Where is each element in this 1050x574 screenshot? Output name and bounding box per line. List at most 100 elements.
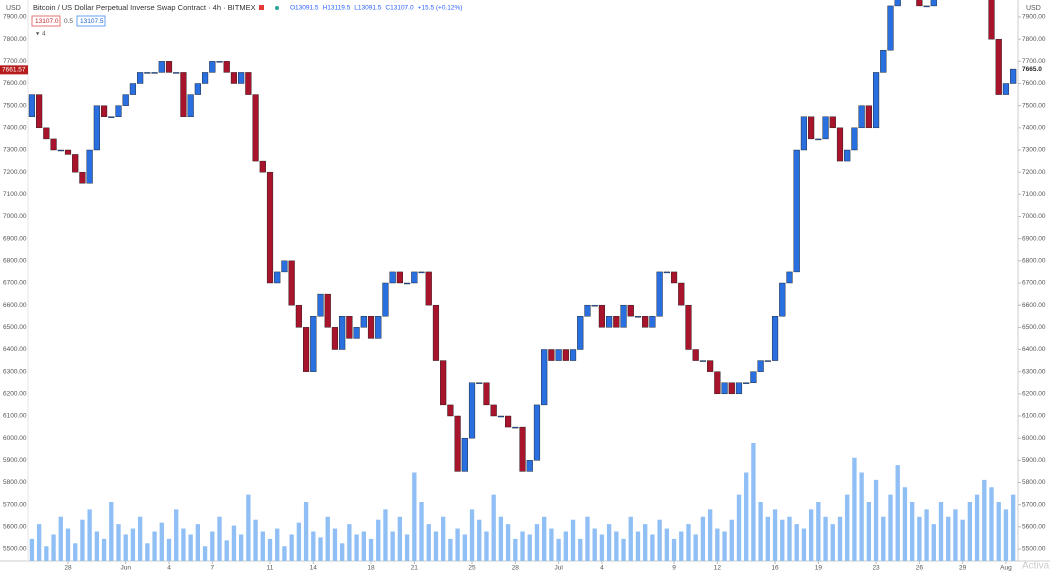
candle xyxy=(72,154,79,173)
candle xyxy=(324,293,331,328)
volume-bar xyxy=(909,502,915,561)
candle xyxy=(483,382,490,406)
candle xyxy=(230,72,238,84)
candle xyxy=(144,72,151,74)
candle xyxy=(57,149,64,152)
y-tick-label-right: 7400.00 xyxy=(1022,125,1046,132)
candle xyxy=(389,271,396,284)
y-tick-label-right: 6600.00 xyxy=(1022,302,1046,309)
y-tick-label-right: 7300.00 xyxy=(1022,147,1046,154)
candle xyxy=(606,316,613,328)
indicator-toggle[interactable]: ▾ xyxy=(36,31,40,38)
volume-bar xyxy=(938,502,944,561)
y-tick-label-left: 6400.00 xyxy=(3,346,27,353)
volume-bar xyxy=(361,531,366,561)
candle xyxy=(678,282,685,306)
y-tick-label-left: 7100.00 xyxy=(3,191,27,198)
y-tick-label-right: 7700.00 xyxy=(1022,58,1046,65)
volume-bar xyxy=(224,540,229,561)
candle xyxy=(360,316,367,328)
candle xyxy=(194,83,201,95)
y-tick-label-right: 5800.00 xyxy=(1022,479,1046,486)
y-tick-label-left: 6900.00 xyxy=(3,235,27,242)
volume-bar xyxy=(859,472,864,561)
volume-bar xyxy=(549,528,554,561)
candle xyxy=(310,316,317,372)
candle xyxy=(808,116,815,140)
volume-bar xyxy=(845,494,850,561)
x-tick-label: 29 xyxy=(959,565,967,572)
volume-bar xyxy=(166,538,172,561)
volume-bar xyxy=(830,524,835,561)
candle xyxy=(512,426,519,429)
volume-bar xyxy=(924,509,929,561)
candle xyxy=(468,382,476,439)
volume-bar xyxy=(289,534,294,561)
y-tick-label-right: 5500.00 xyxy=(1022,546,1046,553)
volume-bar xyxy=(722,531,727,561)
volume-bar xyxy=(787,516,792,561)
volume-bar xyxy=(484,531,489,561)
x-tick-label: 9 xyxy=(672,565,676,572)
volume-bar xyxy=(101,538,107,561)
y-tick-label-right: 7900.00 xyxy=(1022,14,1046,21)
candle xyxy=(743,382,750,384)
volume-bar xyxy=(931,524,936,561)
candle xyxy=(541,349,548,406)
candle xyxy=(692,349,699,361)
candle xyxy=(375,316,382,339)
volume-bar xyxy=(715,528,720,561)
spread: 0.5 xyxy=(64,18,73,25)
y-tick-label-right: 7800.00 xyxy=(1022,36,1046,43)
candle xyxy=(115,105,122,117)
candle xyxy=(432,304,440,361)
candle xyxy=(786,271,793,284)
candle xyxy=(129,83,137,95)
volume-bar xyxy=(765,516,771,561)
volume-bar xyxy=(419,502,424,561)
volume-bar xyxy=(36,524,42,561)
candle xyxy=(418,271,425,274)
candle xyxy=(447,404,454,417)
candle xyxy=(771,316,779,361)
candle xyxy=(872,72,880,129)
candle xyxy=(454,415,461,472)
candle xyxy=(396,271,403,284)
candle xyxy=(836,127,844,162)
candle xyxy=(728,382,735,395)
candle xyxy=(822,116,829,140)
candle xyxy=(346,316,353,339)
volume-bar xyxy=(643,524,648,561)
candle xyxy=(173,72,180,74)
candle xyxy=(519,426,526,472)
candle xyxy=(670,271,678,284)
y-tick-label-left: 7700.00 xyxy=(3,58,27,65)
candle xyxy=(187,94,194,117)
ohlc-value: O13091.5 xyxy=(290,5,319,12)
volume-bar xyxy=(73,543,78,561)
status-dot xyxy=(275,6,279,10)
volume-bar xyxy=(325,516,330,561)
candle xyxy=(281,260,288,273)
y-tick-label-left: 6800.00 xyxy=(3,258,27,265)
volume-bar xyxy=(888,494,893,561)
candle xyxy=(440,360,447,406)
y-tick-label-left: 7400.00 xyxy=(3,125,27,132)
volume-bar xyxy=(578,538,583,561)
candle xyxy=(757,360,764,372)
candle xyxy=(266,171,274,284)
candle xyxy=(656,271,663,317)
volume-bar xyxy=(751,443,756,561)
volume-bar xyxy=(700,516,706,561)
y-tick-label-right: 6000.00 xyxy=(1022,435,1046,442)
bid-box[interactable] xyxy=(31,15,61,27)
volume-bar xyxy=(87,509,92,561)
volume-bar xyxy=(318,537,323,561)
ask-box[interactable] xyxy=(76,15,106,27)
volume-bar xyxy=(823,516,828,561)
y-tick-label-right: 7500.00 xyxy=(1022,102,1046,109)
volume-bar xyxy=(347,524,352,561)
symbol-title[interactable]: Bitcoin / US Dollar Perpetual Inverse Sw… xyxy=(33,3,256,12)
candle xyxy=(995,38,1002,95)
volume-bar xyxy=(137,516,143,561)
